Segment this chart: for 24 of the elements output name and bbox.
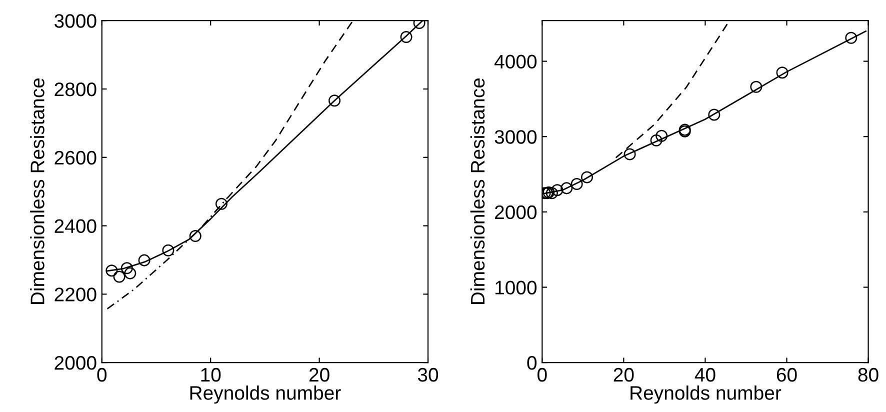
x-tick-label: 10 xyxy=(201,368,221,382)
y-tick-label: 2200 xyxy=(54,288,96,302)
y-tick-label: 1000 xyxy=(496,280,537,294)
y-tick-label: 2800 xyxy=(54,82,96,96)
x-tick-label: 30 xyxy=(418,368,438,382)
y-axis-title: Dimensionless Resistance xyxy=(470,78,485,304)
x-axis-title: Reynolds number xyxy=(630,386,782,404)
x-tick-label: 80 xyxy=(858,368,878,382)
y-tick-label: 4000 xyxy=(494,54,537,69)
y-tick-label: 2600 xyxy=(54,150,96,165)
y-tick-label: 3000 xyxy=(494,130,537,144)
x-tick-label: 20 xyxy=(614,368,634,382)
y-tick-label: 2400 xyxy=(54,219,96,234)
x-tick-label: 0 xyxy=(97,368,107,382)
y-tick-label: 0 xyxy=(527,356,537,370)
y-tick-label: 3000 xyxy=(54,14,96,28)
y-tick-label: 2000 xyxy=(54,356,96,370)
y-axis-title: Dimensionless Resistance xyxy=(30,78,44,304)
y-tick-label: 2000 xyxy=(495,205,537,220)
x-tick-label: 0 xyxy=(538,368,547,382)
x-tick-label: 20 xyxy=(309,368,330,382)
x-axis-title: Reynolds number xyxy=(190,386,341,404)
x-tick-label: 60 xyxy=(776,368,797,382)
x-tick-label: 40 xyxy=(694,368,716,382)
